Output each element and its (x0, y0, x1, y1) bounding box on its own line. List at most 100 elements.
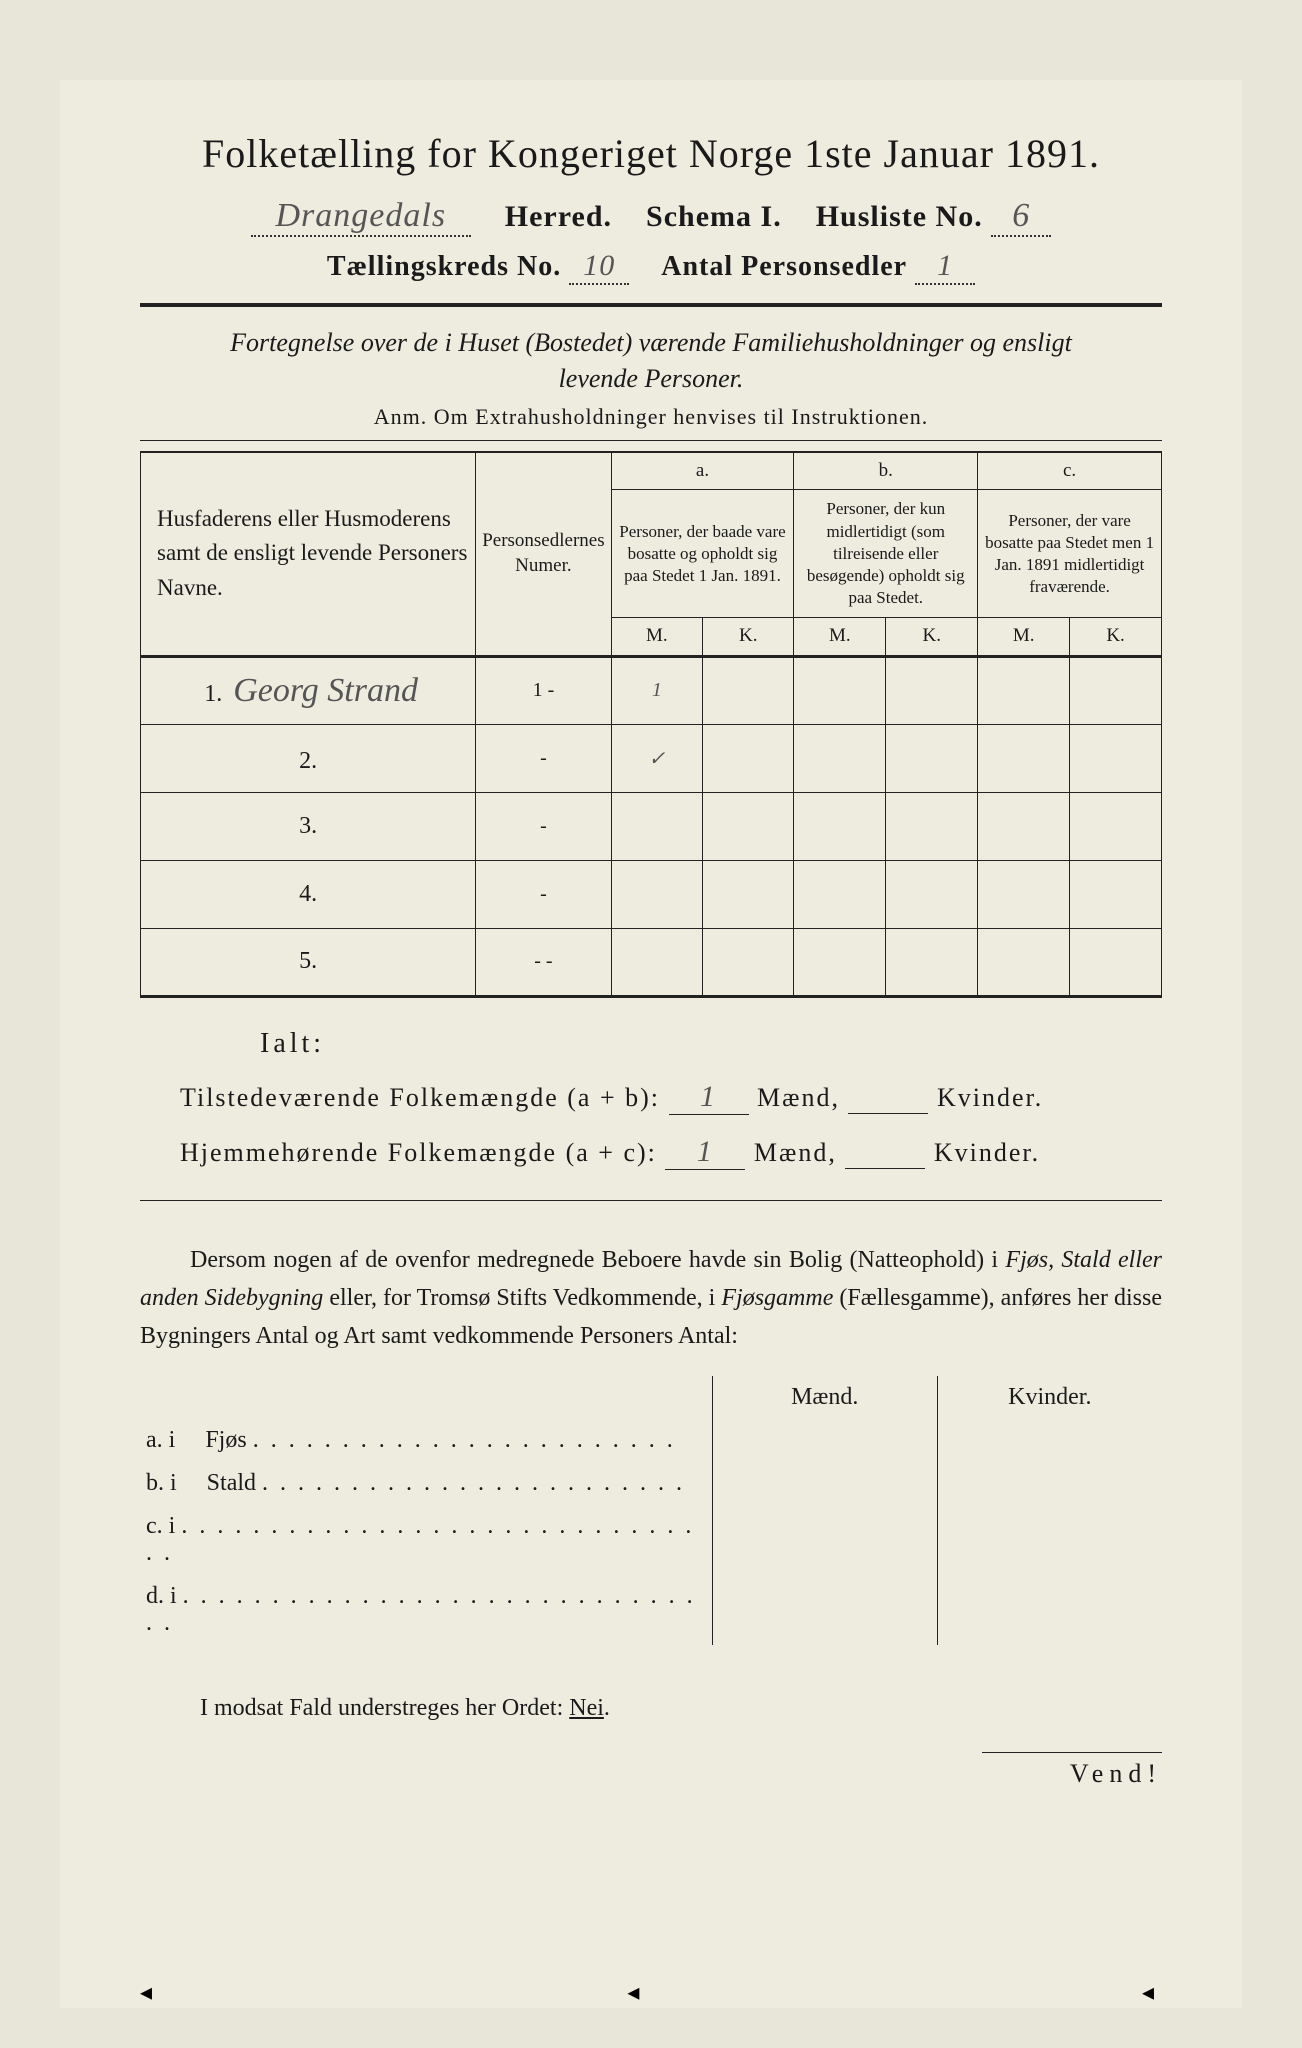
anm-note: Anm. Om Extrahusholdninger henvises til … (140, 404, 1162, 430)
building-label: b. i Stald . . . . . . . . . . . . . . .… (140, 1462, 712, 1505)
maend-label-2: Mænd, (754, 1138, 837, 1167)
col-a-label: a. (611, 452, 794, 490)
b-m-cell (794, 928, 886, 996)
col-num-header: Personsedlernes Numer. (476, 452, 611, 656)
totals-1-m: 1 (669, 1080, 749, 1115)
b-k-cell (886, 928, 978, 996)
dots: . . . . . . . . . . . . . . . . . . . . … (146, 1513, 694, 1566)
c-m-cell (978, 860, 1070, 928)
row-prefix: d. i (146, 1583, 177, 1609)
header-line-2: Tællingskreds No. 10 Antal Personsedler … (140, 249, 1162, 285)
c-k-cell (1070, 656, 1162, 724)
building-row: c. i . . . . . . . . . . . . . . . . . .… (140, 1505, 1162, 1575)
building-k (937, 1419, 1162, 1462)
building-paragraph: Dersom nogen af de ovenfor medregnede Be… (140, 1241, 1162, 1356)
building-m (712, 1462, 937, 1505)
vend-label: Vend! (982, 1752, 1162, 1789)
building-table: Mænd. Kvinder. a. i Fjøs . . . . . . . .… (140, 1376, 1162, 1645)
row-label: Fjøs (205, 1427, 246, 1453)
totals-1-k (848, 1083, 928, 1114)
maend-header: Mænd. (712, 1376, 937, 1419)
totals-line-1: Tilstedeværende Folkemængde (a + b): 1 M… (140, 1080, 1162, 1115)
building-k (937, 1575, 1162, 1645)
building-row: d. i . . . . . . . . . . . . . . . . . .… (140, 1575, 1162, 1645)
col-b-k: K. (886, 617, 978, 656)
a-k-cell (703, 792, 794, 860)
table-row: 3. - (141, 792, 1162, 860)
herred-label: Herred. (505, 200, 612, 233)
c-k-cell (1070, 928, 1162, 996)
punch-hole-icon: ◂ (627, 1978, 647, 1998)
personsedler-label: Antal Personsedler (661, 251, 907, 282)
a-m-cell (611, 792, 702, 860)
col-b-m: M. (794, 617, 886, 656)
psn-cell: - - (476, 928, 611, 996)
punch-hole-icon: ◂ (1142, 1978, 1162, 1998)
building-row: b. i Stald . . . . . . . . . . . . . . .… (140, 1462, 1162, 1505)
col-b-text: Personer, der kun midlertidigt (som tilr… (794, 490, 978, 617)
col-b-label: b. (794, 452, 978, 490)
name-cell: 5. (141, 928, 476, 996)
c-m-cell (978, 724, 1070, 792)
name-cell: 3. (141, 792, 476, 860)
husliste-label: Husliste No. (816, 200, 983, 233)
caption-line-2: levende Personer. (559, 364, 744, 393)
col-a-k: K. (703, 617, 794, 656)
schema-label: Schema I. (646, 200, 782, 233)
caption-line-1: Fortegnelse over de i Huset (Bostedet) v… (230, 328, 1072, 357)
col-name-header: Husfaderens eller Husmoderens samt de en… (141, 452, 476, 656)
a-k-cell (703, 656, 794, 724)
herred-name-field: Drangedals (251, 197, 471, 237)
personsedler-no-field: 1 (915, 249, 975, 285)
col-a-text: Personer, der baade vare bosatte og opho… (611, 490, 794, 617)
building-header-row: Mænd. Kvinder. (140, 1376, 1162, 1419)
c-m-cell (978, 656, 1070, 724)
row-label: Stald (207, 1470, 256, 1496)
col-c-text: Personer, der vare bosatte paa Stedet me… (978, 490, 1162, 617)
building-k (937, 1505, 1162, 1575)
main-title: Folketælling for Kongeriget Norge 1ste J… (140, 130, 1162, 177)
building-row: a. i Fjøs . . . . . . . . . . . . . . . … (140, 1419, 1162, 1462)
c-k-cell (1070, 860, 1162, 928)
totals-2-m: 1 (665, 1135, 745, 1170)
col-a-m: M. (611, 617, 702, 656)
row-num: 4. (293, 881, 323, 908)
c-k-cell (1070, 724, 1162, 792)
building-m (712, 1419, 937, 1462)
kvinder-label-2: Kvinder. (934, 1138, 1040, 1167)
census-form-page: Folketælling for Kongeriget Norge 1ste J… (60, 80, 1242, 2008)
dots: . . . . . . . . . . . . . . . . . . . . … (262, 1470, 685, 1496)
header-line-1: Drangedals Herred. Schema I. Husliste No… (140, 197, 1162, 237)
totals-2-k (845, 1138, 925, 1169)
totals-1-label: Tilstedeværende Folkemængde (a + b): (180, 1083, 660, 1112)
totals-2-label: Hjemmehørende Folkemængde (a + c): (180, 1138, 657, 1167)
psn-cell: - (476, 860, 611, 928)
a-m-cell (611, 860, 702, 928)
a-k-cell (703, 860, 794, 928)
kvinder-label: Kvinder. (937, 1083, 1043, 1112)
dots: . . . . . . . . . . . . . . . . . . . . … (253, 1427, 676, 1453)
dots: . . . . . . . . . . . . . . . . . . . . … (146, 1583, 696, 1636)
c-m-cell (978, 928, 1070, 996)
row-num: 3. (293, 813, 323, 840)
caption: Fortegnelse over de i Huset (Bostedet) v… (140, 325, 1162, 398)
table-row: 4. - (141, 860, 1162, 928)
row-prefix: c. i (146, 1513, 175, 1539)
table-row: 5. - - (141, 928, 1162, 996)
census-table: Husfaderens eller Husmoderens samt de en… (140, 451, 1162, 998)
table-body: 1. Georg Strand 1 - 1 2. - ✓ (141, 656, 1162, 996)
col-name-header-text: Husfaderens eller Husmoderens samt de en… (157, 506, 467, 600)
a-m-cell: 1 (611, 656, 702, 724)
divider-1 (140, 303, 1162, 307)
name-cell: 2. (141, 724, 476, 792)
a-k-cell (703, 724, 794, 792)
building-label: c. i . . . . . . . . . . . . . . . . . .… (140, 1505, 712, 1575)
totals-line-2: Hjemmehørende Folkemængde (a + c): 1 Mæn… (140, 1135, 1162, 1170)
person-name: Georg Strand (233, 672, 418, 709)
b-k-cell (886, 656, 978, 724)
row-num: 2. (293, 748, 323, 775)
building-label: d. i . . . . . . . . . . . . . . . . . .… (140, 1575, 712, 1645)
table-row: 1. Georg Strand 1 - 1 (141, 656, 1162, 724)
a-m-cell (611, 928, 702, 996)
building-k (937, 1462, 1162, 1505)
